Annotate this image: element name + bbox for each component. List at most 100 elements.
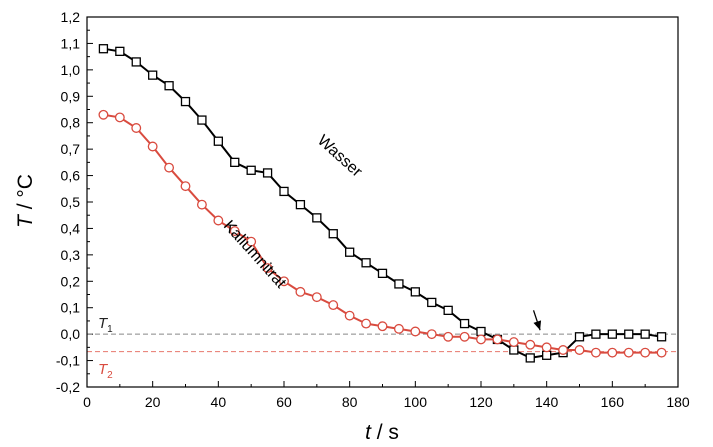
y-tick-label: -0,2 <box>56 379 80 395</box>
plot-frame <box>86 16 679 388</box>
arrow-annotation <box>532 310 542 331</box>
data-point-wasser <box>230 157 240 168</box>
y-axis-label: T / °C <box>14 174 37 228</box>
data-point-wasser <box>197 115 207 125</box>
ref-label-t2-var: T <box>98 361 109 378</box>
data-point-kaliumnitrat <box>459 331 470 342</box>
data-point-kaliumnitrat <box>311 292 322 303</box>
data-point-kaliumnitrat <box>525 339 536 350</box>
data-point-wasser <box>525 353 535 363</box>
x-axis-label-var: t <box>365 421 372 444</box>
data-point-wasser <box>624 329 634 339</box>
x-tick-label: 60 <box>276 394 292 410</box>
x-tick-label: 100 <box>404 394 428 410</box>
data-point-kaliumnitrat <box>590 347 601 358</box>
y-tick-label: 0,5 <box>61 194 81 210</box>
data-point-kaliumnitrat <box>443 331 454 342</box>
data-point-wasser <box>640 329 650 339</box>
y-tick-label: 1,2 <box>61 9 81 25</box>
data-point-wasser <box>410 287 420 297</box>
data-point-wasser <box>262 168 273 178</box>
y-tick-label: 0,2 <box>61 273 81 289</box>
annotation-kaliumnitrat: Kaliumnitrat <box>220 217 290 292</box>
data-point-wasser <box>361 258 371 268</box>
data-point-kaliumnitrat <box>640 347 651 358</box>
data-point-wasser <box>180 96 191 107</box>
y-tick-label: -0,1 <box>56 353 80 369</box>
data-point-wasser <box>164 81 174 91</box>
y-tick-label: 0,6 <box>61 168 81 184</box>
data-point-kaliumnitrat <box>656 347 667 358</box>
data-point-kaliumnitrat <box>508 337 519 348</box>
x-axis-label: t / s <box>365 421 399 444</box>
data-point-kaliumnitrat <box>213 215 224 226</box>
ref-label-t1-sub: 1 <box>107 324 113 335</box>
y-tick-label: 0,8 <box>61 115 81 131</box>
data-point-kaliumnitrat <box>492 334 503 345</box>
data-point-wasser <box>295 199 306 210</box>
data-point-wasser <box>394 279 404 289</box>
x-tick-label: 160 <box>601 394 625 410</box>
data-point-wasser <box>656 332 667 342</box>
x-tick-label: 0 <box>83 394 91 410</box>
data-point-kaliumnitrat <box>229 226 240 237</box>
data-point-wasser <box>509 345 519 355</box>
y-tick-label: 0,9 <box>61 88 81 104</box>
data-point-kaliumnitrat <box>623 347 634 358</box>
x-tick-label: 80 <box>342 394 358 410</box>
arrow-head <box>533 320 542 331</box>
data-point-wasser <box>377 268 388 279</box>
data-point-wasser <box>328 229 338 239</box>
data-point-kaliumnitrat <box>131 123 142 133</box>
svg-text:T / °C: T / °C <box>14 174 37 228</box>
y-axis-label-unit: / °C <box>14 174 37 215</box>
x-tick-label: 180 <box>666 394 690 410</box>
y-tick-label: 1,0 <box>61 62 81 78</box>
y-tick-label: 0,7 <box>61 141 81 157</box>
series-line-kaliumnitrat <box>103 113 662 354</box>
ref-label-t2: T2 <box>98 361 113 381</box>
data-point-kaliumnitrat <box>361 318 372 329</box>
data-point-wasser <box>345 247 355 257</box>
data-point-kaliumnitrat <box>328 300 339 311</box>
data-point-wasser <box>427 297 437 308</box>
annotation-wasser: Wasser <box>314 132 366 181</box>
data-point-wasser <box>279 186 289 197</box>
data-point-kaliumnitrat <box>393 323 404 334</box>
data-point-kaliumnitrat <box>574 345 585 355</box>
data-point-wasser <box>115 46 125 57</box>
data-point-wasser <box>443 305 453 316</box>
ref-label-t2-sub: 2 <box>107 370 113 381</box>
data-point-kaliumnitrat <box>114 112 125 123</box>
svg-text:t / s: t / s <box>365 421 399 444</box>
series-line-wasser <box>103 47 662 359</box>
data-point-wasser <box>312 213 322 223</box>
y-tick-label: 0,1 <box>61 300 81 316</box>
data-point-kaliumnitrat <box>426 329 437 340</box>
x-tick-label: 120 <box>469 394 493 410</box>
data-point-wasser <box>246 165 256 175</box>
svg-text:T1: T1 <box>98 315 113 335</box>
data-point-wasser <box>476 326 486 337</box>
data-point-kaliumnitrat <box>295 286 306 297</box>
x-axis-label-unit: / s <box>371 421 399 444</box>
y-tick-label: 0,0 <box>61 326 81 342</box>
data-point-wasser <box>591 329 601 339</box>
data-point-wasser <box>98 44 109 54</box>
svg-text:T2: T2 <box>98 361 113 381</box>
data-point-kaliumnitrat <box>246 236 257 247</box>
data-point-kaliumnitrat <box>279 276 289 287</box>
x-tick-label: 20 <box>145 394 161 410</box>
data-point-wasser <box>131 57 141 67</box>
data-point-wasser <box>542 350 552 360</box>
x-tick-label: 40 <box>211 394 227 410</box>
ref-label-t1: T1 <box>98 315 113 335</box>
x-tick-label: 140 <box>535 394 559 410</box>
y-tick-label: 0,4 <box>61 220 81 236</box>
data-point-wasser <box>148 70 158 80</box>
data-point-kaliumnitrat <box>147 141 158 152</box>
data-point-kaliumnitrat <box>607 347 618 358</box>
y-axis-label-var: T <box>14 213 37 228</box>
data-point-wasser <box>574 332 585 342</box>
